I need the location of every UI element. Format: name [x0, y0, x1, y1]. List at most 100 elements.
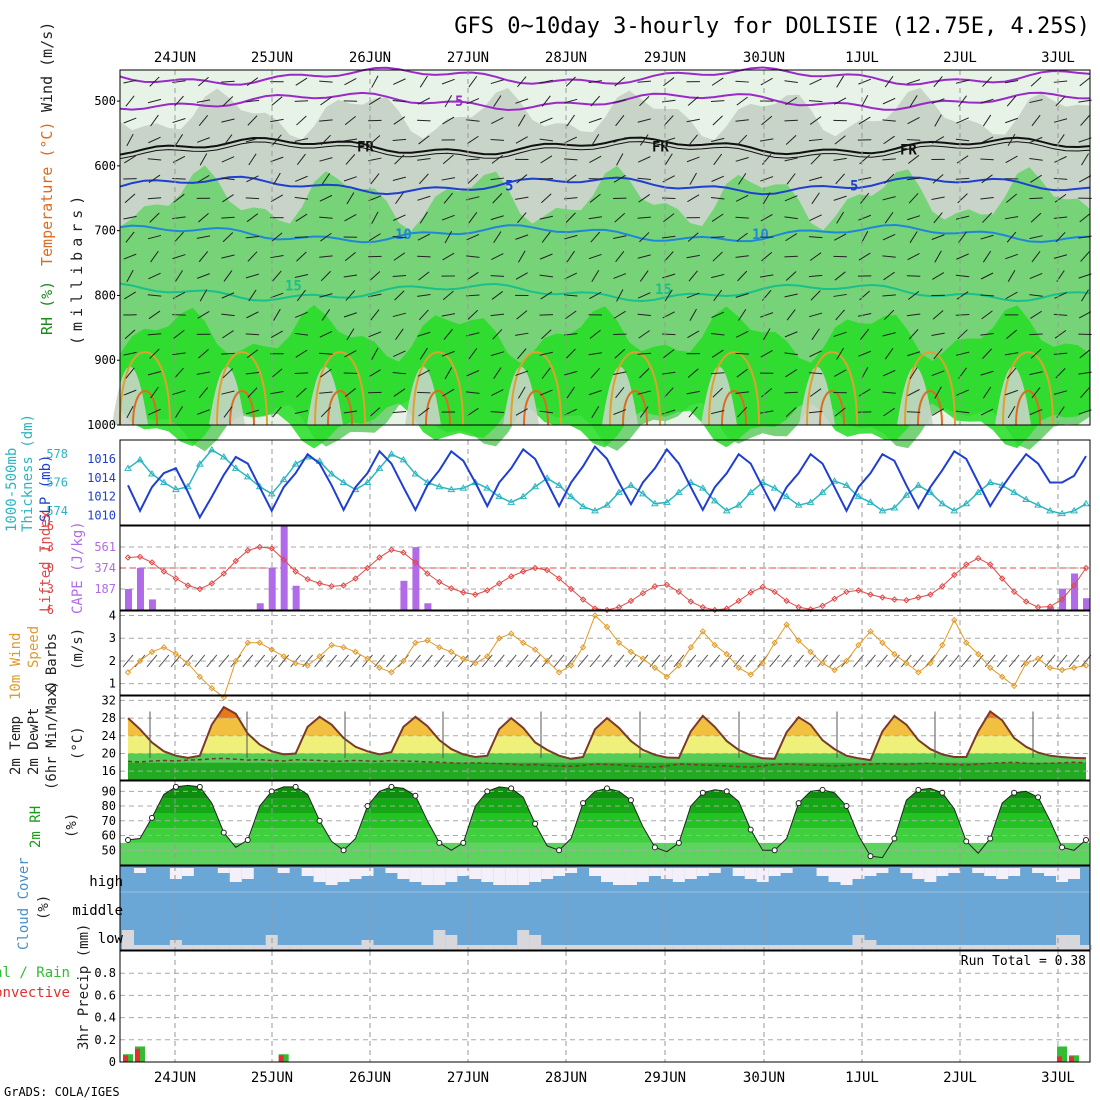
- wind-barb: [196, 197, 211, 199]
- wind-speed-point: [735, 664, 742, 671]
- wind-barb: [686, 217, 700, 219]
- wind-barb: [123, 178, 137, 180]
- wind-barb: [441, 411, 456, 413]
- wind-barb: [343, 312, 357, 318]
- wind-barb: [490, 79, 504, 85]
- wind-barb: [833, 97, 847, 105]
- thickness-point: [183, 482, 192, 490]
- y-tick-label: 32: [102, 693, 116, 707]
- wind-10m-barb: [829, 654, 840, 668]
- wind-barb: [686, 292, 700, 299]
- y-tick-label: 70: [102, 814, 116, 828]
- lifted-index-point: [208, 580, 216, 587]
- wind-barb: [222, 330, 234, 339]
- wind-barb: [221, 313, 235, 317]
- cloud-high-gap: [876, 868, 889, 873]
- wind-speed-point: [927, 660, 934, 667]
- wind-barb: [760, 312, 774, 318]
- wind-barb: [466, 370, 480, 377]
- wind-speed-point: [747, 671, 754, 678]
- wind-barb: [980, 234, 994, 240]
- thickness-point: [639, 489, 647, 497]
- wind-barb: [199, 153, 208, 166]
- wind-speed-point: [256, 639, 263, 646]
- wind-barb: [957, 193, 968, 204]
- wind-barb: [296, 153, 306, 166]
- wind-barb: [1078, 137, 1092, 143]
- label-slp: SLP (mb): [38, 455, 54, 522]
- cloud-level-middle: middle: [72, 903, 123, 919]
- wind-barb: [1053, 177, 1068, 180]
- wind-barb: [172, 254, 186, 260]
- cloud-low-bar: [253, 945, 266, 950]
- wind-barb: [294, 196, 309, 200]
- wind-barb: [393, 252, 406, 261]
- wind-barb: [711, 137, 725, 143]
- thickness-point: [327, 470, 336, 477]
- wind-barb: [417, 97, 431, 105]
- cloud-high-gap: [756, 868, 769, 882]
- wind-barb: [344, 115, 356, 126]
- cloud-low-bar: [289, 945, 302, 950]
- cloud-low-bar: [1032, 945, 1045, 950]
- wind-speed-point: [795, 637, 802, 644]
- wind-speed-point: [879, 639, 886, 646]
- wind-barb: [711, 213, 724, 222]
- wind-10m-barb: [1080, 654, 1092, 668]
- cloud-low-bar: [636, 945, 649, 950]
- isotherm-line: [119, 282, 1091, 303]
- wind-speed-point: [304, 662, 311, 669]
- wind-barb: [784, 391, 798, 394]
- isotherm-label: 15: [655, 282, 672, 298]
- wind-barb: [148, 174, 161, 184]
- wind-barb: [174, 95, 184, 107]
- wind-barb: [466, 407, 479, 417]
- wind-speed-point: [627, 648, 635, 656]
- wind-barb: [490, 215, 504, 221]
- wind-barb: [882, 196, 896, 201]
- wind-barb: [907, 154, 920, 164]
- wind-barb: [834, 271, 846, 281]
- wind-barb: [835, 309, 845, 321]
- wind-barb: [956, 117, 969, 124]
- wind-barb: [906, 177, 921, 181]
- wind-barb: [785, 135, 797, 145]
- wind-barb: [784, 80, 798, 84]
- wind-barb: [762, 192, 771, 205]
- wind-barb: [1006, 367, 1017, 379]
- wind-speed-point: [1070, 664, 1078, 671]
- wind-barb: [147, 333, 162, 336]
- thickness-point: [770, 484, 779, 491]
- wind-barb: [221, 352, 235, 355]
- lifted-index-point: [831, 595, 838, 603]
- wind-barb: [1004, 80, 1019, 84]
- wind-barb: [759, 274, 774, 278]
- lifted-index-point: [304, 575, 311, 583]
- wind-barb: [1080, 251, 1090, 262]
- wind-10m-barb: [1008, 654, 1020, 668]
- precip-panel: 0 0.2 0.4 0.6 0.8: [94, 950, 1091, 1069]
- cloud-high-gap: [565, 868, 578, 873]
- wind-barb: [785, 369, 798, 378]
- wind-barb: [221, 216, 235, 219]
- wind-barb: [932, 408, 945, 416]
- thickness-point: [1046, 506, 1054, 514]
- rh-point: [747, 826, 754, 833]
- wind-barb: [418, 309, 429, 321]
- wind-barb: [468, 348, 478, 360]
- cloud-low-bar: [684, 945, 697, 950]
- wind-barb: [492, 329, 503, 340]
- wind-barb: [491, 389, 504, 397]
- wind-barb: [319, 119, 333, 122]
- wind-barb: [1055, 231, 1066, 243]
- wind-barb: [860, 192, 870, 204]
- wind-barb: [321, 173, 331, 185]
- wind-speed-point: [364, 655, 371, 662]
- wind-speed-point: [292, 660, 299, 667]
- wind-barb: [272, 406, 282, 418]
- wind-barb: [613, 333, 627, 335]
- wind-barb: [858, 116, 871, 125]
- wind-barb: [980, 333, 994, 336]
- lifted-index-point: [855, 587, 862, 594]
- wind-barb: [590, 231, 601, 243]
